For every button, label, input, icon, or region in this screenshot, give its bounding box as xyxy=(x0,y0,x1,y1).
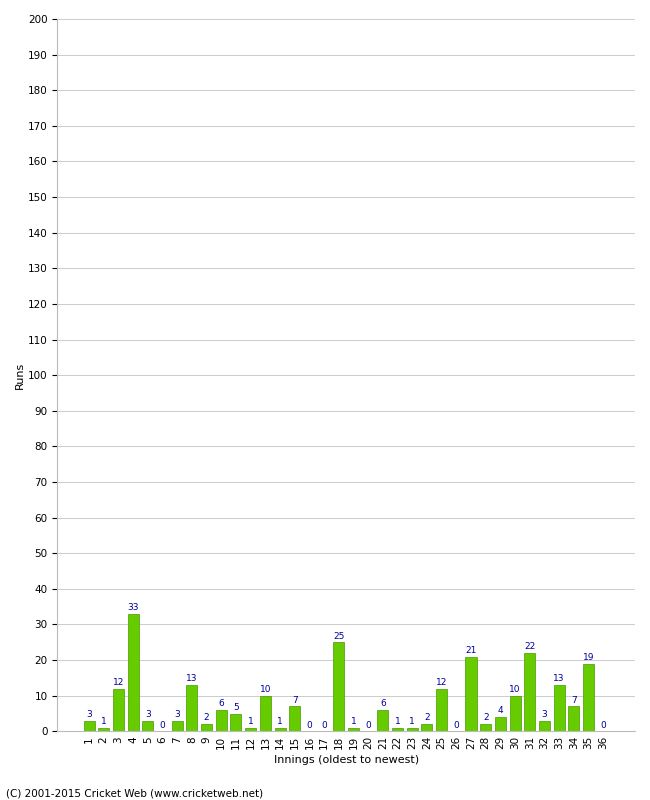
Bar xyxy=(378,710,388,731)
Text: 3: 3 xyxy=(541,710,547,719)
Text: 7: 7 xyxy=(292,696,298,705)
Text: 1: 1 xyxy=(410,717,415,726)
Text: 1: 1 xyxy=(277,717,283,726)
Text: 3: 3 xyxy=(145,710,151,719)
Bar xyxy=(231,714,241,731)
Bar xyxy=(187,685,198,731)
Text: 6: 6 xyxy=(380,699,385,708)
Text: 0: 0 xyxy=(601,721,606,730)
X-axis label: Innings (oldest to newest): Innings (oldest to newest) xyxy=(274,755,419,765)
Bar xyxy=(172,721,183,731)
Bar xyxy=(289,706,300,731)
Bar xyxy=(98,728,109,731)
Text: 19: 19 xyxy=(583,653,594,662)
Bar xyxy=(127,614,138,731)
Text: 3: 3 xyxy=(174,710,180,719)
Bar xyxy=(465,657,476,731)
Text: 0: 0 xyxy=(307,721,312,730)
Text: 1: 1 xyxy=(395,717,400,726)
Text: 10: 10 xyxy=(510,685,521,694)
Bar xyxy=(480,724,491,731)
Text: 1: 1 xyxy=(350,717,356,726)
Text: 0: 0 xyxy=(321,721,327,730)
Bar xyxy=(525,653,536,731)
Bar xyxy=(216,710,227,731)
Text: 5: 5 xyxy=(233,702,239,712)
Text: 33: 33 xyxy=(127,603,139,612)
Bar xyxy=(421,724,432,731)
Text: 2: 2 xyxy=(424,714,430,722)
Bar xyxy=(113,689,124,731)
Text: 1: 1 xyxy=(101,717,107,726)
Bar xyxy=(333,642,344,731)
Text: 2: 2 xyxy=(203,714,209,722)
Text: 1: 1 xyxy=(248,717,254,726)
Bar xyxy=(407,728,418,731)
Bar xyxy=(436,689,447,731)
Bar xyxy=(583,664,594,731)
Text: 22: 22 xyxy=(524,642,536,651)
Text: 0: 0 xyxy=(365,721,371,730)
Text: 12: 12 xyxy=(112,678,124,687)
Text: 2: 2 xyxy=(483,714,489,722)
Text: 12: 12 xyxy=(436,678,447,687)
Text: 13: 13 xyxy=(553,674,565,683)
Text: 4: 4 xyxy=(498,706,503,715)
Bar xyxy=(274,728,285,731)
Text: 0: 0 xyxy=(160,721,165,730)
Text: 0: 0 xyxy=(454,721,459,730)
Text: 21: 21 xyxy=(465,646,476,654)
Text: 7: 7 xyxy=(571,696,577,705)
Bar xyxy=(201,724,212,731)
Bar xyxy=(554,685,565,731)
Bar xyxy=(142,721,153,731)
Bar xyxy=(348,728,359,731)
Text: (C) 2001-2015 Cricket Web (www.cricketweb.net): (C) 2001-2015 Cricket Web (www.cricketwe… xyxy=(6,789,264,798)
Bar xyxy=(83,721,94,731)
Bar xyxy=(539,721,550,731)
Text: 13: 13 xyxy=(186,674,198,683)
Text: 25: 25 xyxy=(333,631,344,641)
Bar xyxy=(392,728,403,731)
Bar xyxy=(495,717,506,731)
Text: 3: 3 xyxy=(86,710,92,719)
Bar xyxy=(568,706,579,731)
Text: 10: 10 xyxy=(259,685,271,694)
Y-axis label: Runs: Runs xyxy=(15,362,25,389)
Text: 6: 6 xyxy=(218,699,224,708)
Bar xyxy=(510,696,521,731)
Bar xyxy=(245,728,256,731)
Bar xyxy=(260,696,271,731)
